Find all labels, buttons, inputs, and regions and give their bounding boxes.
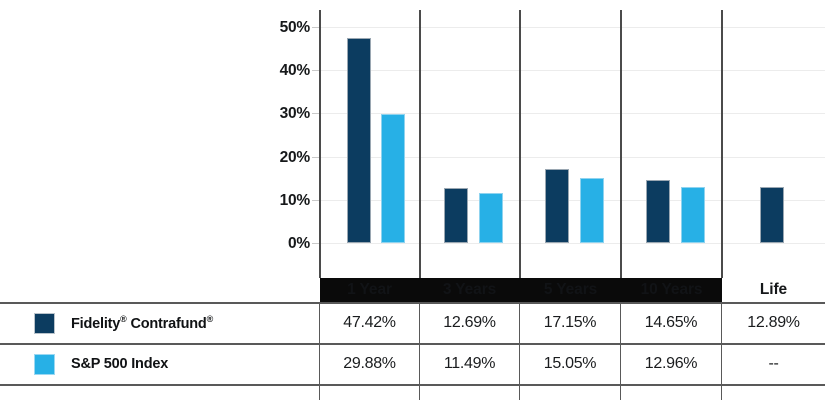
category-axis: 1 Year 3 Years 5 Years 10 Years Life — [320, 278, 825, 302]
y-axis-label-20: 20% — [279, 149, 311, 166]
table-row[interactable]: S&P 500 Index — [0, 344, 320, 384]
gridline-0 — [320, 243, 825, 244]
bar-fund-10-years[interactable] — [646, 180, 670, 243]
table-row[interactable]: Fidelity® Contrafund® — [0, 303, 320, 343]
gridline-10 — [320, 200, 825, 201]
cell-fund-10-years: 14.65% — [644, 314, 698, 331]
gridline-50 — [320, 27, 825, 28]
y-axis-label-40: 40% — [279, 62, 311, 79]
legend-label-fund: Fidelity® Contrafund® — [71, 314, 213, 332]
category-label-5-years: 5 Years — [520, 278, 621, 302]
table-vrule-4 — [721, 302, 723, 400]
category-label-3-years: 3 Years — [419, 278, 520, 302]
cell-index-10-years: 12.96% — [644, 355, 698, 372]
y-axis-label-50: 50% — [279, 19, 311, 36]
group-separator-2 — [519, 10, 521, 278]
cell-fund-3-years: 12.69% — [443, 314, 496, 331]
bar-fund-3-years[interactable] — [444, 188, 468, 243]
cell-index-3-years: 11.49% — [443, 355, 496, 372]
y-tick-0 — [312, 243, 320, 244]
bar-index-5-years[interactable] — [580, 178, 604, 243]
y-axis-label-10: 10% — [279, 192, 311, 209]
bar-fund-1-year[interactable] — [347, 38, 371, 243]
y-tick-10 — [312, 200, 320, 201]
y-tick-30 — [312, 113, 320, 114]
group-separator-4 — [721, 10, 723, 278]
cell-fund-5-years: 17.15% — [543, 314, 597, 331]
gridline-40 — [320, 70, 825, 71]
y-tick-20 — [312, 157, 320, 158]
data-table: Fidelity® Contrafund® 47.42% 12.69% 17.1… — [0, 302, 825, 400]
legend-swatch-index — [34, 353, 55, 375]
cell-fund-life: 12.89% — [747, 314, 800, 331]
bar-index-10-years[interactable] — [681, 187, 705, 243]
table-rule-bottom — [0, 384, 825, 386]
y-axis-label-30: 30% — [279, 105, 311, 122]
y-axis-line — [319, 10, 321, 278]
cell-index-5-years: 15.05% — [543, 355, 597, 372]
cell-index-life: -- — [768, 355, 779, 372]
group-separator-1 — [419, 10, 421, 278]
category-label-1-year: 1 Year — [320, 278, 419, 302]
table-vrule-0 — [319, 302, 321, 400]
cell-index-1-year: 29.88% — [343, 355, 396, 372]
legend-label-index: S&P 500 Index — [71, 356, 169, 372]
bar-fund-5-years[interactable] — [545, 169, 569, 243]
legend-label-fund-main: Fidelity — [71, 315, 121, 332]
table-vrule-3 — [620, 302, 622, 400]
legend-label-fund-mid: Contrafund — [126, 315, 207, 332]
y-tick-50 — [312, 27, 320, 28]
category-label-10-years: 10 Years — [621, 278, 722, 302]
bar-index-3-years[interactable] — [479, 193, 503, 243]
table-rule-top — [0, 302, 825, 304]
table-vrule-2 — [519, 302, 521, 400]
bar-chart: 50% 40% 30% 20% 10% 0% 1 Year — [279, 10, 825, 302]
group-separator-3 — [620, 10, 622, 278]
registered-mark-icon-2: ® — [206, 314, 214, 325]
gridline-20 — [320, 157, 825, 158]
bar-fund-life[interactable] — [760, 187, 784, 243]
cell-fund-1-year: 47.42% — [343, 314, 396, 331]
gridline-30 — [320, 113, 825, 114]
bar-index-1-year[interactable] — [381, 114, 405, 243]
y-tick-40 — [312, 70, 320, 71]
table-rule-mid — [0, 343, 825, 345]
registered-mark-icon: ® — [120, 314, 127, 325]
table-vrule-1 — [419, 302, 421, 400]
category-label-life: Life — [759, 281, 788, 298]
legend-swatch-fund — [34, 312, 55, 334]
y-axis-label-0: 0% — [287, 235, 310, 252]
